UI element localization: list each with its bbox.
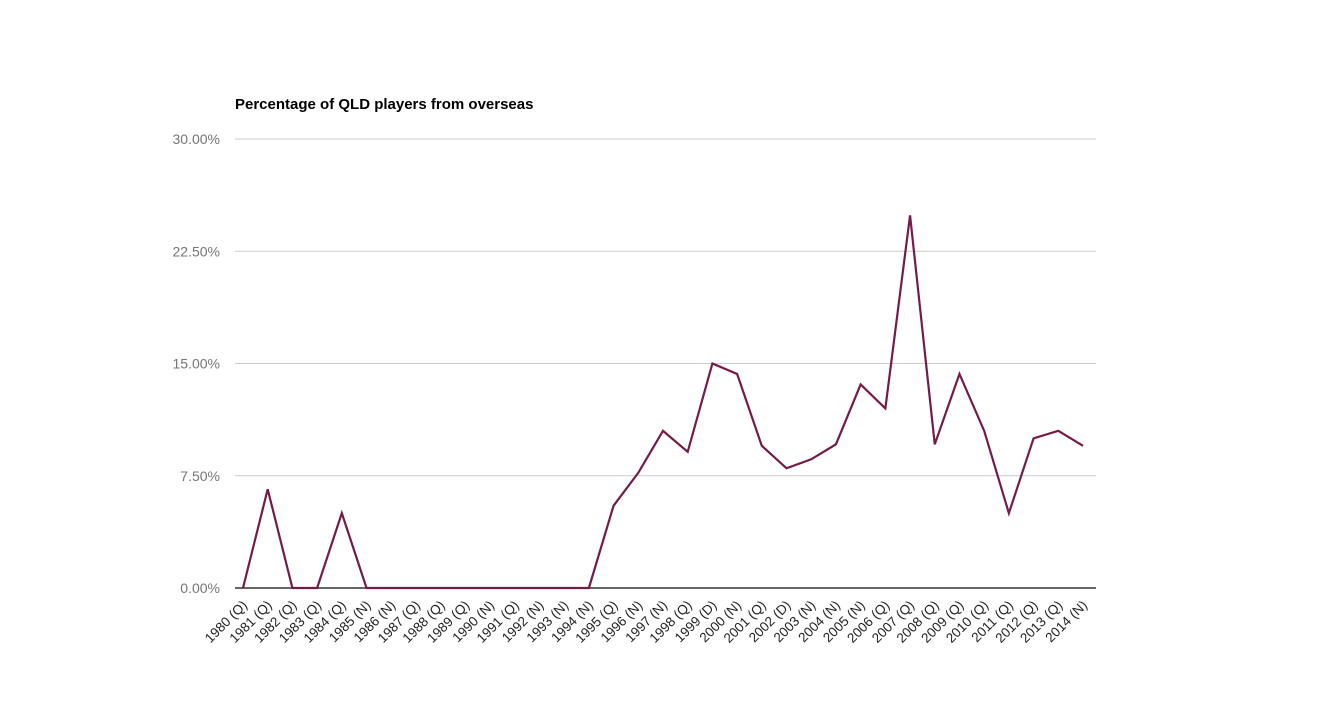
y-tick-label: 0.00% (180, 580, 220, 596)
data-line (241, 215, 1084, 590)
y-tick-label: 30.00% (173, 131, 220, 147)
y-tick-label: 7.50% (180, 468, 220, 484)
y-tick-label: 22.50% (173, 243, 220, 259)
chart-title: Percentage of QLD players from overseas (235, 96, 534, 113)
y-tick-label: 15.00% (173, 356, 220, 372)
